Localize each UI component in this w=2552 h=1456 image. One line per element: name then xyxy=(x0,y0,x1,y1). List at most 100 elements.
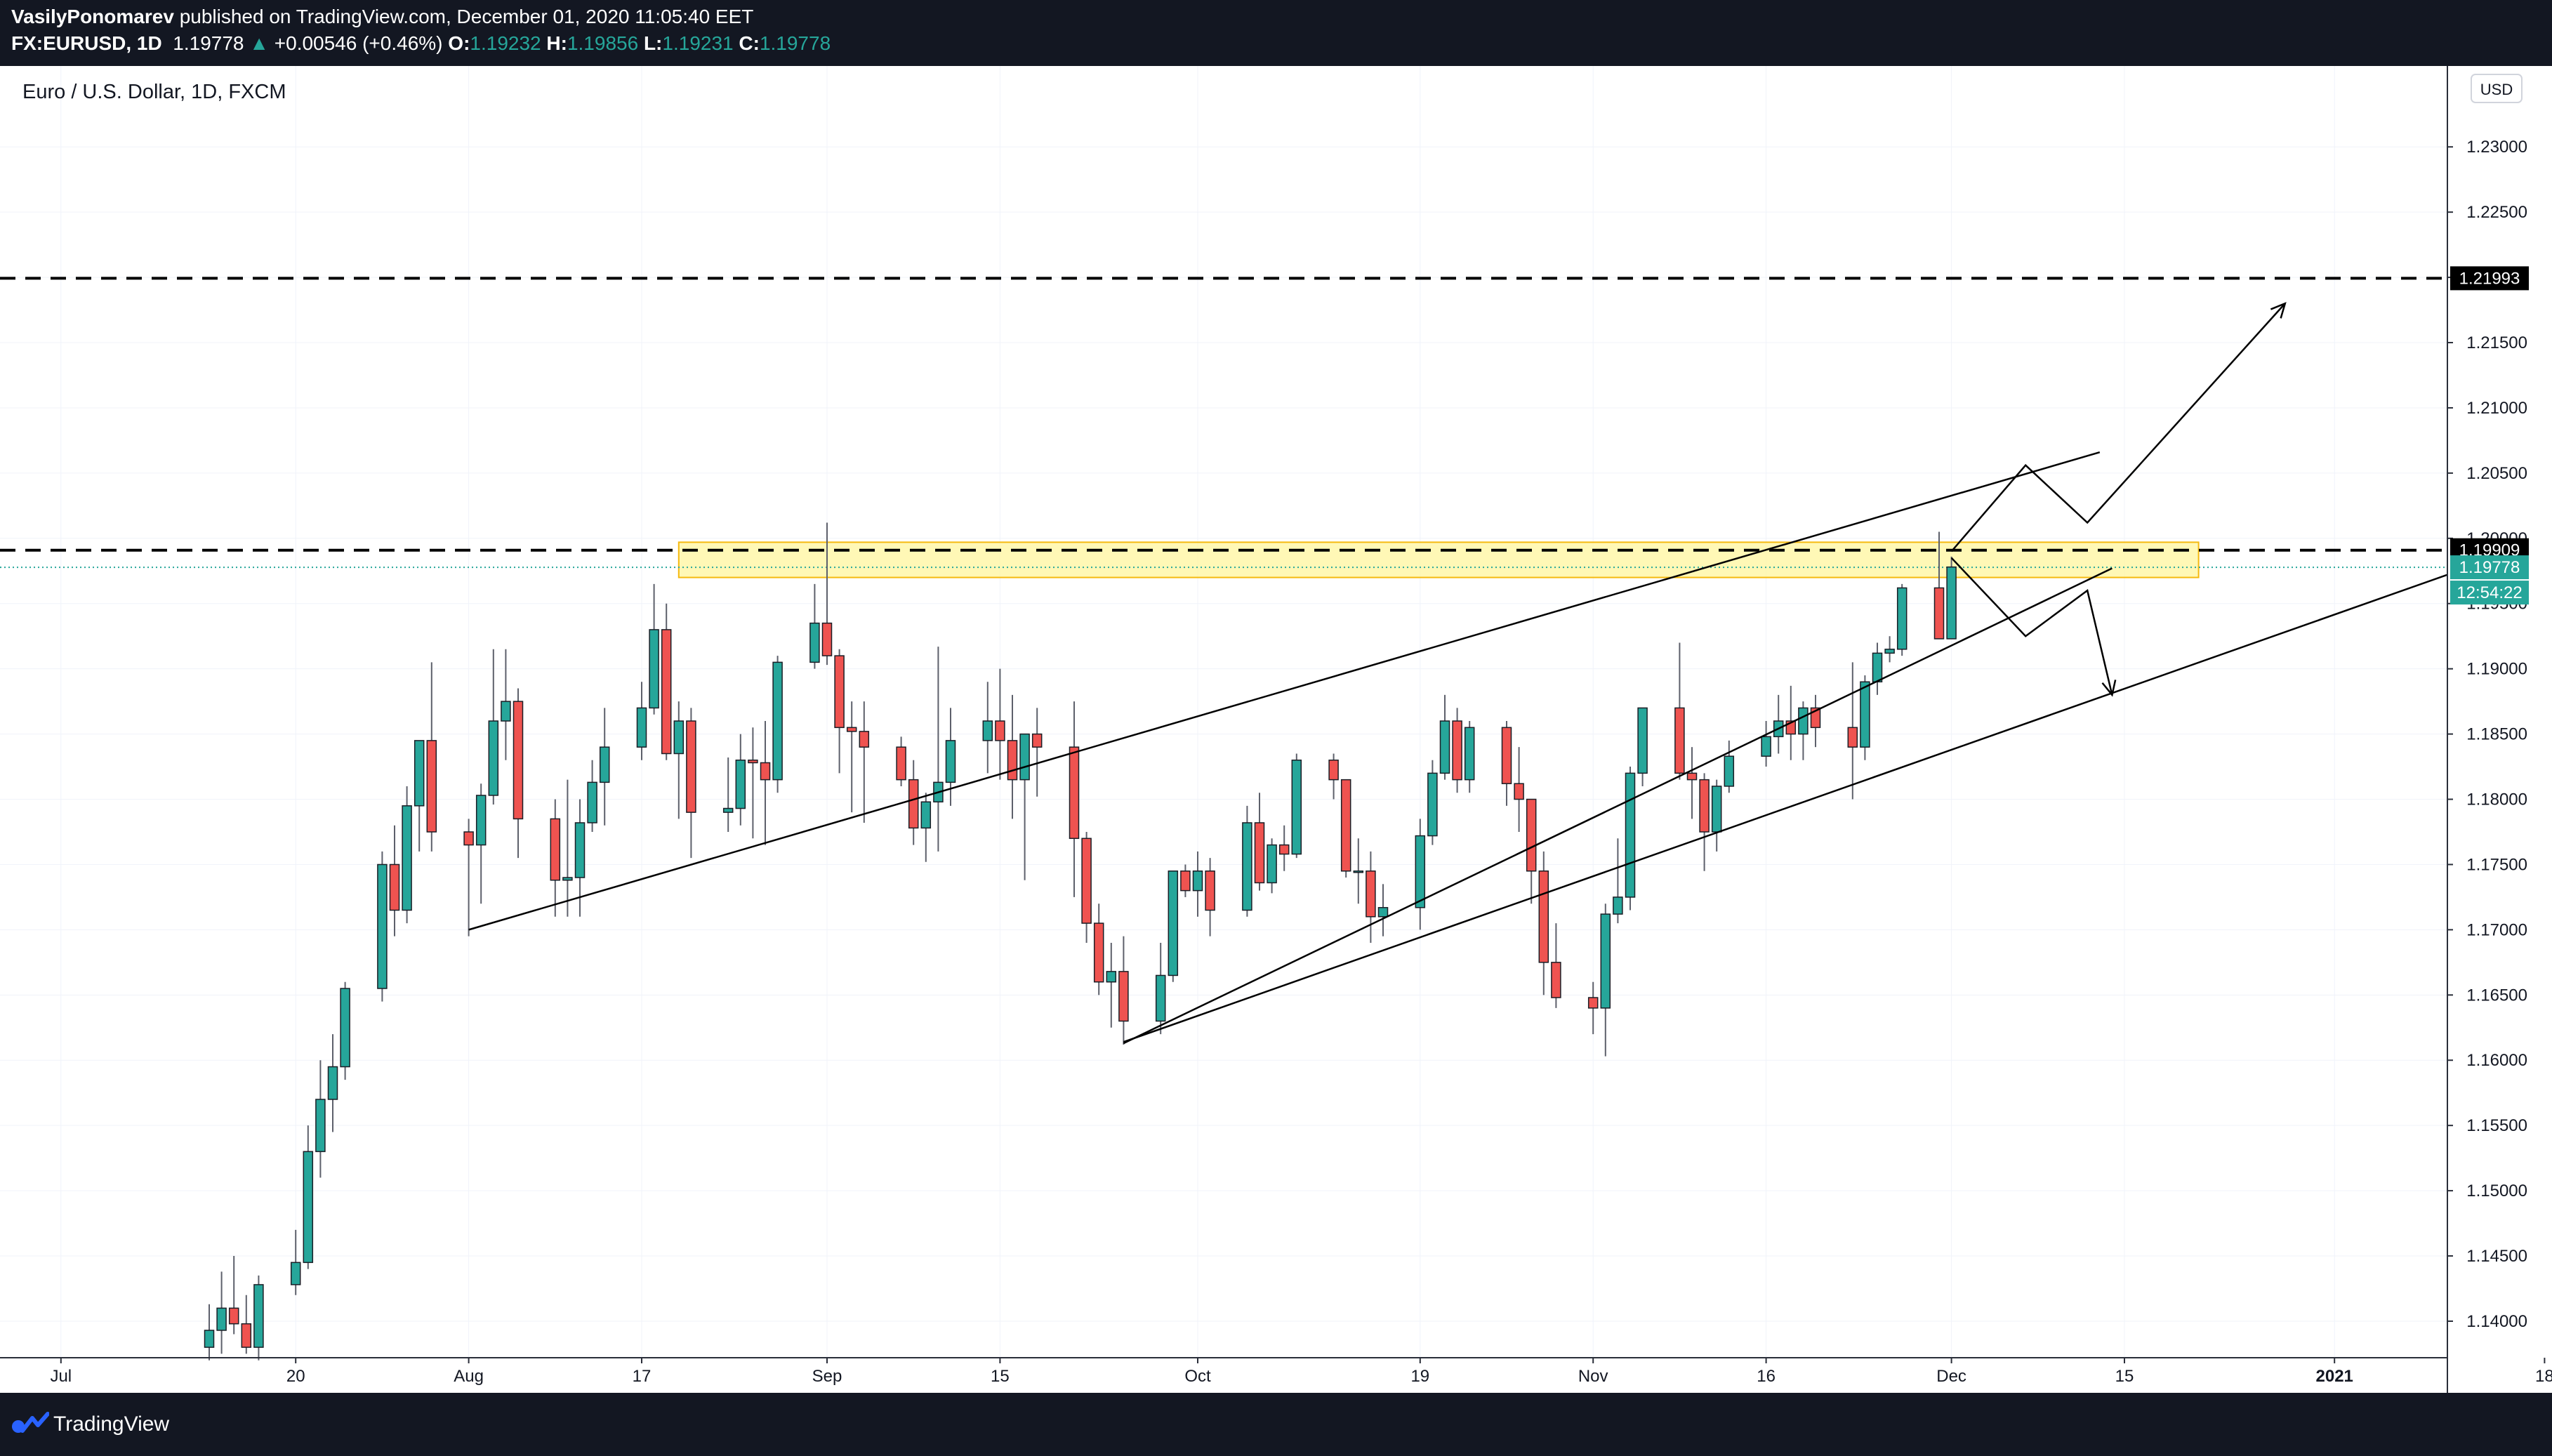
candle[interactable] xyxy=(1686,747,1698,819)
candle[interactable] xyxy=(896,736,906,786)
candle[interactable] xyxy=(1031,708,1043,797)
candle[interactable] xyxy=(1340,779,1351,878)
candle[interactable] xyxy=(241,1295,252,1354)
candle[interactable] xyxy=(846,701,857,813)
candles-layer[interactable] xyxy=(204,522,1957,1361)
candle[interactable] xyxy=(1366,851,1376,943)
candle[interactable] xyxy=(661,603,672,760)
tradingview-logo-icon[interactable] xyxy=(10,1410,49,1438)
candle[interactable] xyxy=(649,583,659,715)
candle[interactable] xyxy=(377,851,388,1002)
candle[interactable] xyxy=(1600,904,1611,1057)
trendline[interactable] xyxy=(1123,567,2113,1045)
candle[interactable] xyxy=(290,1229,301,1295)
candle[interactable] xyxy=(995,668,1005,780)
candle[interactable] xyxy=(1291,753,1302,859)
candle[interactable] xyxy=(1180,864,1191,897)
candle[interactable] xyxy=(1724,740,1735,793)
candle[interactable] xyxy=(475,783,487,904)
candle[interactable] xyxy=(1860,675,1870,760)
candle[interactable] xyxy=(673,701,685,819)
candle[interactable] xyxy=(1452,708,1462,793)
candle[interactable] xyxy=(587,760,597,832)
candle[interactable] xyxy=(1551,923,1561,1008)
candle[interactable] xyxy=(340,981,350,1080)
candle[interactable] xyxy=(982,682,993,774)
candle[interactable] xyxy=(599,708,610,826)
candle[interactable] xyxy=(204,1304,215,1361)
candle[interactable] xyxy=(501,649,511,760)
candle[interactable] xyxy=(760,721,771,845)
footer-brand[interactable]: TradingView xyxy=(53,1412,170,1436)
candle[interactable] xyxy=(1168,870,1179,982)
candle[interactable] xyxy=(1847,662,1858,800)
candle[interactable] xyxy=(315,1060,326,1178)
candle[interactable] xyxy=(1884,636,1895,663)
candle[interactable] xyxy=(1427,760,1438,845)
candle[interactable] xyxy=(1933,531,1945,640)
candle[interactable] xyxy=(722,757,734,832)
candle[interactable] xyxy=(821,522,833,666)
candle[interactable] xyxy=(1699,773,1710,871)
candle[interactable] xyxy=(574,799,586,917)
projection-path[interactable] xyxy=(1950,557,2113,696)
candle[interactable] xyxy=(402,786,412,924)
candle[interactable] xyxy=(550,799,561,917)
candle[interactable] xyxy=(1192,851,1203,917)
candle[interactable] xyxy=(228,1256,239,1335)
projection-path[interactable] xyxy=(1950,303,2286,552)
candle[interactable] xyxy=(1501,721,1512,806)
trendline[interactable] xyxy=(1123,557,2496,1043)
candle[interactable] xyxy=(463,819,474,937)
candle[interactable] xyxy=(1415,819,1426,930)
candle[interactable] xyxy=(513,688,524,859)
candle[interactable] xyxy=(253,1275,264,1361)
price-chart[interactable]: 1.14000 1.14500 1.15000 1.15500 1.16000 1.165… xyxy=(0,66,2552,1393)
candle[interactable] xyxy=(389,825,400,937)
candle[interactable] xyxy=(772,656,783,793)
candle[interactable] xyxy=(1377,884,1389,937)
candle[interactable] xyxy=(686,708,696,859)
candle[interactable] xyxy=(908,760,919,845)
candle[interactable] xyxy=(1353,838,1364,904)
candle[interactable] xyxy=(1106,942,1117,1028)
candle[interactable] xyxy=(748,727,758,839)
candle[interactable] xyxy=(488,649,499,805)
candle[interactable] xyxy=(1526,798,1537,904)
candle[interactable] xyxy=(1613,838,1623,924)
candle[interactable] xyxy=(920,793,932,862)
candle[interactable] xyxy=(1464,721,1475,793)
drawings-layer[interactable] xyxy=(468,302,2496,1045)
trendline[interactable] xyxy=(468,451,2101,931)
candle[interactable] xyxy=(809,583,820,669)
candle[interactable] xyxy=(1081,831,1092,943)
author-name[interactable]: VasilyPonomarev xyxy=(11,6,174,27)
candle[interactable] xyxy=(1674,642,1685,780)
candle[interactable] xyxy=(735,734,746,826)
candle[interactable] xyxy=(1946,556,1957,640)
candle[interactable] xyxy=(1896,583,1908,656)
currency-badge[interactable]: USD xyxy=(2471,74,2523,103)
candle[interactable] xyxy=(1242,805,1252,917)
candle[interactable] xyxy=(1118,936,1129,1045)
candle[interactable] xyxy=(1093,904,1104,995)
candle[interactable] xyxy=(1514,747,1524,832)
candle[interactable] xyxy=(1278,825,1290,871)
candle[interactable] xyxy=(1267,838,1277,894)
candle[interactable] xyxy=(834,649,845,774)
candle[interactable] xyxy=(1637,707,1648,786)
resistance-zone[interactable] xyxy=(677,541,2200,578)
candle[interactable] xyxy=(1205,858,1215,937)
candle[interactable] xyxy=(1254,793,1265,891)
candle[interactable] xyxy=(1328,753,1339,800)
candle[interactable] xyxy=(1587,981,1599,1035)
candle[interactable] xyxy=(1439,694,1450,780)
candle[interactable] xyxy=(1069,701,1080,897)
candle[interactable] xyxy=(1155,942,1166,1035)
candle[interactable] xyxy=(859,701,870,823)
candle[interactable] xyxy=(303,1125,314,1269)
candle[interactable] xyxy=(1711,779,1722,852)
candle[interactable] xyxy=(1761,721,1771,767)
candle[interactable] xyxy=(426,662,437,852)
candle[interactable] xyxy=(1798,701,1809,760)
